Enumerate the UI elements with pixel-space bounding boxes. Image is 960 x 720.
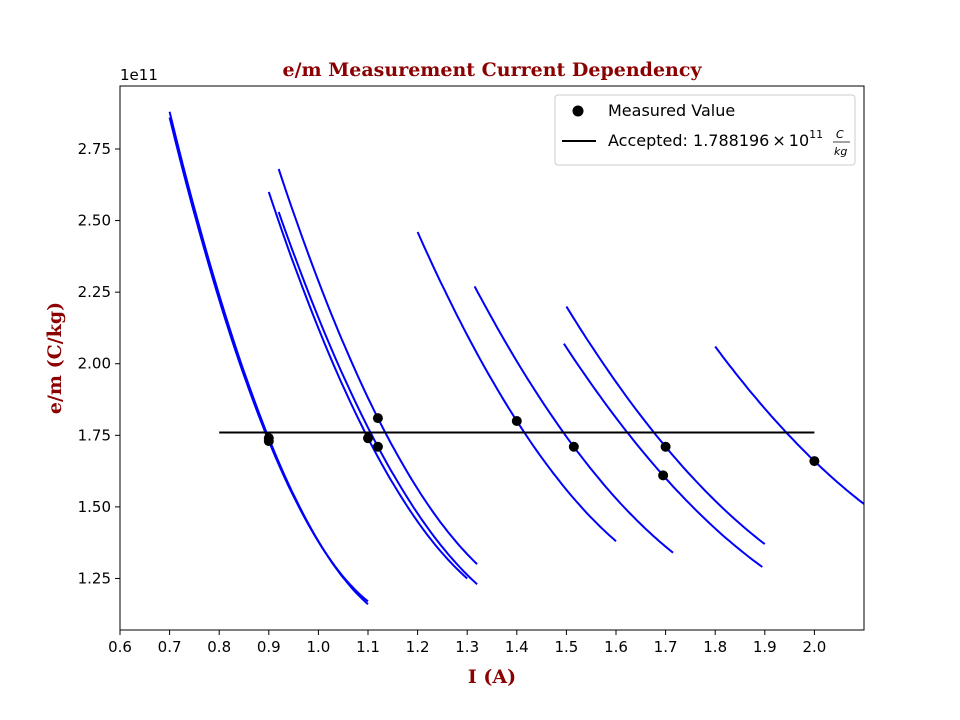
legend: Measured Value Accepted: 1.788196 × 1011 C… xyxy=(554,94,856,166)
x-tick-label: 0.7 xyxy=(158,638,182,656)
x-tick-label: 1.6 xyxy=(604,638,628,656)
x-tick-label: 1.5 xyxy=(554,638,578,656)
legend-label-measured: Measured Value xyxy=(608,101,735,120)
y-axis-label: e/m (C/kg) xyxy=(44,302,66,414)
accepted-exponent: 11 xyxy=(809,128,823,141)
accepted-prefix: Accepted: xyxy=(608,131,693,150)
fit-curve-1 xyxy=(168,111,369,605)
measured-points xyxy=(263,413,820,481)
legend-box xyxy=(554,94,856,166)
x-tick-label: 1.0 xyxy=(306,638,330,656)
fit-curve-6 xyxy=(416,231,617,542)
y-tick-label: 1.50 xyxy=(78,498,111,516)
accepted-base: 10 xyxy=(789,131,809,150)
x-axis: 0.6 0.7 0.8 0.9 1.0 1.1 1.2 1.3 1.4 1.5 1.6 1.7 1.8 1… xyxy=(108,630,826,656)
measured-point-7 xyxy=(568,441,579,452)
x-tick-label: 1.9 xyxy=(753,638,777,656)
chart-title: e/m Measurement Current Dependency xyxy=(283,59,703,81)
x-tick-label: 1.7 xyxy=(654,638,678,656)
accepted-mantissa: 1.788196 xyxy=(693,131,769,150)
fit-curve-10 xyxy=(714,345,865,505)
fit-curve-3 xyxy=(267,191,468,580)
fit-curve-8 xyxy=(563,343,763,568)
x-axis-label: I (A) xyxy=(468,666,516,688)
y-tick-label: 2.75 xyxy=(78,140,111,158)
measured-point-6 xyxy=(511,415,522,426)
x-tick-label: 1.3 xyxy=(455,638,479,656)
measured-point-3 xyxy=(363,433,373,444)
accepted-unit-num: C xyxy=(836,128,844,141)
fit-curve-4 xyxy=(277,211,478,585)
legend-label-accepted: Accepted: 1.788196 × 1011 xyxy=(608,128,823,150)
measured-point-10 xyxy=(809,456,820,467)
legend-marker-measured xyxy=(572,105,584,117)
x-tick-label: 0.6 xyxy=(108,638,132,656)
fit-curve-5 xyxy=(277,168,478,565)
y-tick-label: 2.50 xyxy=(78,212,111,230)
y-tick-label: 2.25 xyxy=(78,283,111,301)
y-tick-label: 1.75 xyxy=(78,426,111,444)
accepted-times: × xyxy=(772,131,785,150)
x-tick-label: 0.8 xyxy=(207,638,231,656)
fit-curve-9 xyxy=(565,305,766,545)
measured-point-5 xyxy=(372,413,383,424)
y-tick-label: 1.25 xyxy=(78,569,111,587)
x-tick-label: 1.1 xyxy=(356,638,380,656)
x-tick-label: 0.9 xyxy=(257,638,281,656)
plot-frame xyxy=(119,85,865,631)
y-offset-label: 1e11 xyxy=(120,66,158,84)
x-tick-label: 2.0 xyxy=(802,638,826,656)
x-tick-label: 1.8 xyxy=(703,638,727,656)
fit-curves xyxy=(168,111,865,605)
x-tick-label: 1.4 xyxy=(505,638,529,656)
measured-point-9 xyxy=(660,441,671,452)
measured-point-8 xyxy=(658,470,669,481)
x-tick-label: 1.2 xyxy=(406,638,430,656)
y-tick-label: 2.00 xyxy=(78,355,111,373)
measured-point-2 xyxy=(263,436,274,447)
y-axis: 1.25 1.50 1.75 2.00 2.25 2.50 2.75 xyxy=(78,140,120,587)
accepted-unit-den: kg xyxy=(834,145,847,158)
measured-point-4 xyxy=(372,441,383,452)
fit-curve-2 xyxy=(168,117,369,603)
